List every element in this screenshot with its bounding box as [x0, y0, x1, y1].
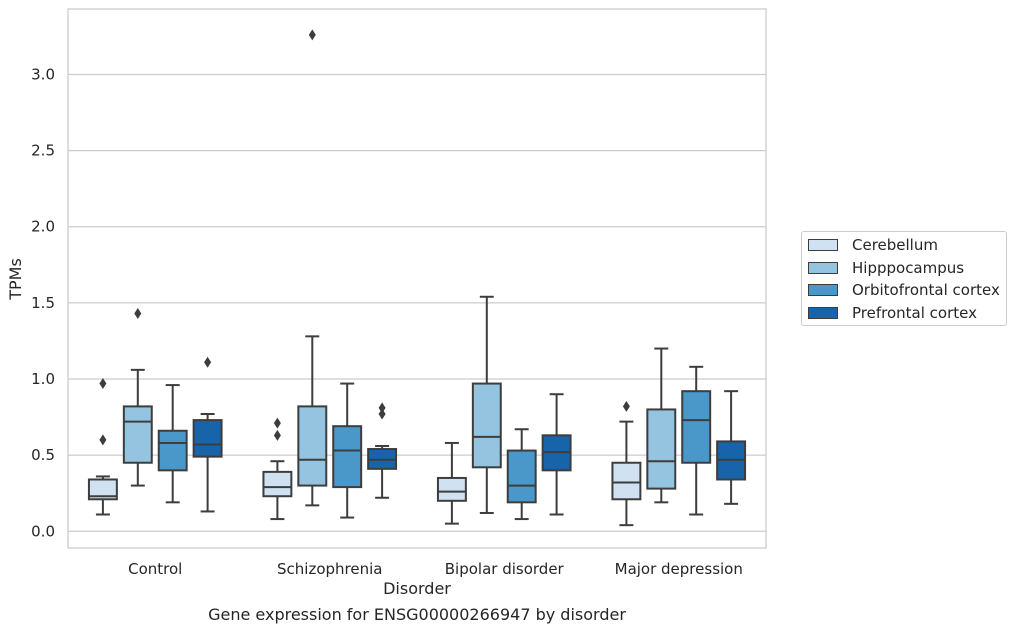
outlier-point	[99, 378, 107, 390]
box-hipppocampus-3	[646, 347, 677, 504]
box-iqr	[157, 429, 188, 472]
legend-label: Hipppocampus	[852, 259, 965, 277]
box-orbitofrontal-cortex-0	[157, 384, 188, 504]
y-axis-label: TPMs	[6, 258, 25, 301]
outlier-point	[378, 408, 386, 420]
x-tick-label: Control	[128, 560, 182, 578]
box-iqr	[646, 408, 677, 490]
box-cerebellum-1	[262, 417, 293, 521]
box-orbitofrontal-cortex-1	[332, 382, 363, 519]
box-prefrontal-cortex-3	[716, 390, 747, 505]
box-cerebellum-0	[87, 378, 118, 516]
outlier-point	[308, 29, 316, 41]
box-iqr	[332, 425, 363, 489]
box-iqr	[436, 476, 467, 502]
plot-marks	[87, 29, 747, 527]
legend-item-orbitofrontal-cortex: Orbitofrontal cortex	[808, 280, 1000, 300]
plot-frame	[67, 8, 767, 549]
legend-swatch-orbitofrontal-cortex	[808, 284, 838, 296]
box-cerebellum-2	[436, 441, 467, 525]
outlier-point	[273, 417, 281, 429]
box-prefrontal-cortex-1	[367, 402, 398, 499]
y-tick-label: 2.5	[31, 142, 55, 160]
legend-swatch-cerebellum	[808, 239, 838, 251]
outlier-point	[273, 429, 281, 441]
box-iqr	[262, 470, 293, 498]
y-tick-label: 1.0	[31, 370, 55, 388]
x-tick-labels: Control Schizophrenia Bipolar disorder Majo…	[128, 560, 743, 578]
x-tick-label: Schizophrenia	[277, 560, 382, 578]
box-iqr	[681, 390, 712, 464]
box-orbitofrontal-cortex-2	[506, 428, 537, 521]
box-prefrontal-cortex-0	[192, 356, 223, 513]
box-iqr	[506, 449, 537, 504]
legend-item-cerebellum: Cerebellum	[808, 235, 938, 255]
legend-swatch-prefrontal-cortex	[808, 307, 838, 319]
box-hipppocampus-2	[471, 295, 502, 514]
box-iqr	[87, 478, 118, 501]
legend-label: Cerebellum	[852, 236, 938, 254]
outlier-point	[134, 308, 142, 320]
box-iqr	[192, 419, 223, 458]
legend-label: Orbitofrontal cortex	[852, 281, 1000, 299]
y-tick-label: 1.5	[31, 294, 55, 312]
legend-item-prefrontal-cortex: Prefrontal cortex	[808, 303, 977, 323]
outlier-point	[204, 356, 212, 368]
box-iqr	[471, 382, 502, 469]
box-hipppocampus-1	[297, 29, 328, 507]
y-tick-label: 0.5	[31, 446, 55, 464]
y-tick-labels: 0.0 0.5 1.0 1.5 2.0 2.5 3.0	[31, 65, 55, 540]
outlier-point	[378, 402, 386, 414]
legend-swatch-hippocampus	[808, 262, 838, 274]
x-tick-label: Major depression	[615, 560, 743, 578]
outlier-point	[99, 434, 107, 446]
box-iqr	[611, 461, 642, 501]
box-prefrontal-cortex-2	[541, 393, 572, 516]
box-cerebellum-3	[611, 400, 642, 527]
box-iqr	[297, 405, 328, 487]
x-axis-label: Disorder	[383, 579, 451, 598]
legend-label: Prefrontal cortex	[852, 304, 977, 322]
box-iqr	[122, 405, 153, 464]
x-tick-label: Bipolar disorder	[445, 560, 565, 578]
y-tick-label: 0.0	[31, 522, 55, 540]
y-tick-label: 3.0	[31, 65, 55, 83]
legend: Cerebellum Hipppocampus Orbitofrontal co…	[801, 231, 1007, 326]
outlier-point	[622, 400, 630, 412]
box-orbitofrontal-cortex-3	[681, 365, 712, 516]
legend-item-hippocampus: Hipppocampus	[808, 258, 964, 278]
chart-caption: Gene expression for ENSG00000266947 by d…	[208, 605, 626, 624]
box-hipppocampus-0	[122, 308, 153, 487]
y-tick-label: 2.0	[31, 218, 55, 236]
